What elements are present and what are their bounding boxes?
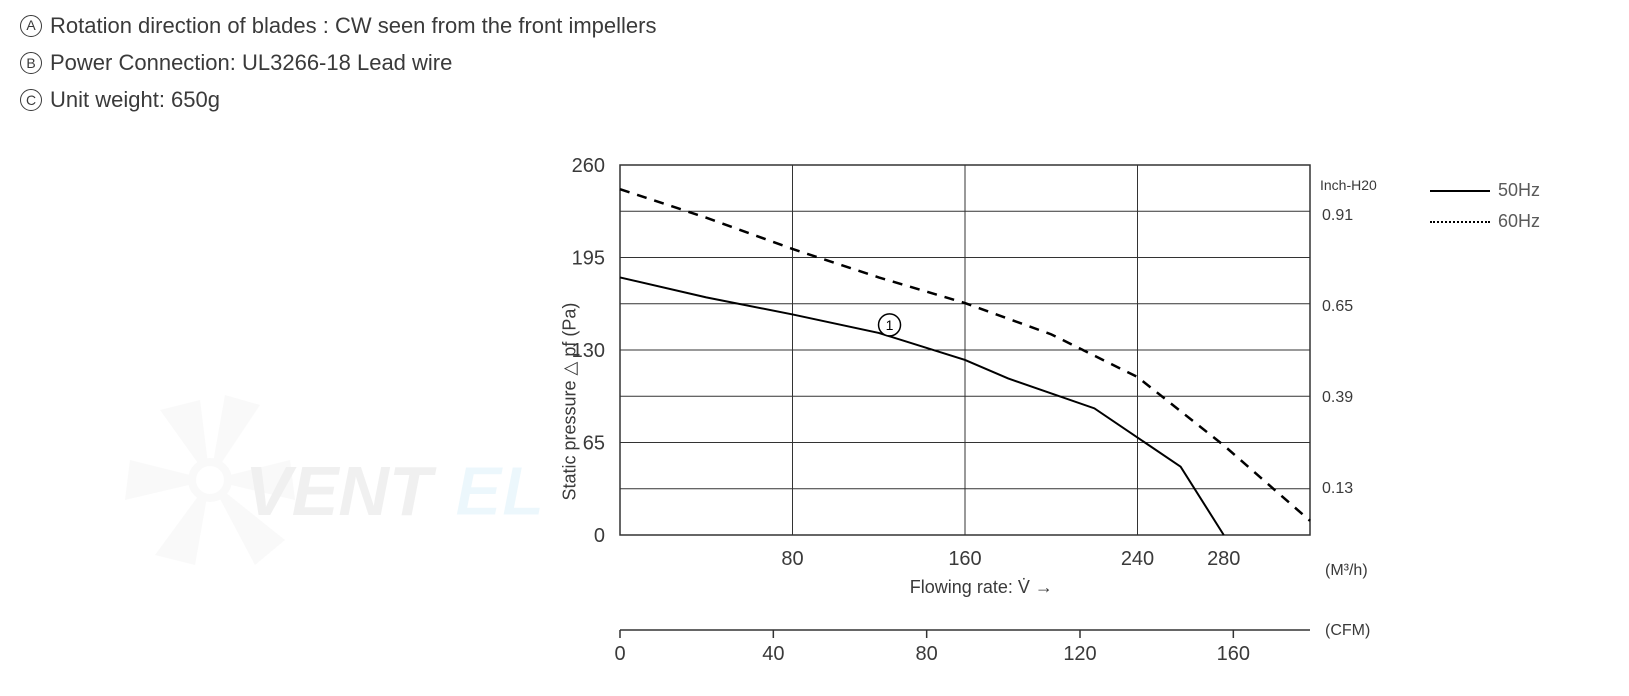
watermark: VENT EL bbox=[100, 370, 550, 590]
svg-text:280: 280 bbox=[1207, 548, 1240, 570]
svg-text:1: 1 bbox=[886, 317, 894, 333]
y-axis-label: Static pressure △ pf (Pa) bbox=[560, 221, 581, 501]
svg-text:0.39: 0.39 bbox=[1322, 389, 1353, 406]
legend: 50Hz 60Hz bbox=[1430, 180, 1540, 242]
spec-item-b: B Power Connection: UL3266-18 Lead wire bbox=[20, 45, 657, 80]
svg-text:Inch-H20: Inch-H20 bbox=[1320, 177, 1377, 193]
svg-text:160: 160 bbox=[1217, 643, 1250, 665]
legend-50hz: 50Hz bbox=[1430, 180, 1540, 201]
svg-text:0.65: 0.65 bbox=[1322, 298, 1353, 315]
spec-b-text: Power Connection: UL3266-18 Lead wire bbox=[50, 45, 452, 80]
spec-item-c: C Unit weight: 650g bbox=[20, 82, 657, 117]
svg-text:Flowing rate: V̇ →: Flowing rate: V̇ → bbox=[910, 577, 1053, 597]
svg-text:0: 0 bbox=[594, 525, 605, 547]
legend-60hz: 60Hz bbox=[1430, 211, 1540, 232]
svg-text:240: 240 bbox=[1121, 548, 1154, 570]
svg-text:VENT: VENT bbox=[245, 452, 437, 530]
spec-item-a: A Rotation direction of blades : CW seen… bbox=[20, 8, 657, 43]
spec-list: A Rotation direction of blades : CW seen… bbox=[20, 8, 657, 120]
legend-60hz-label: 60Hz bbox=[1498, 211, 1540, 232]
svg-text:160: 160 bbox=[948, 548, 981, 570]
svg-text:0.13: 0.13 bbox=[1322, 480, 1353, 497]
svg-text:0: 0 bbox=[614, 643, 625, 665]
svg-text:(M³/h): (M³/h) bbox=[1325, 562, 1368, 579]
svg-text:120: 120 bbox=[1063, 643, 1096, 665]
chart: 06513019526080160240280Flowing rate: V̇ … bbox=[530, 155, 1430, 685]
legend-50hz-label: 50Hz bbox=[1498, 180, 1540, 201]
svg-text:80: 80 bbox=[781, 548, 803, 570]
pressure-flow-chart: 06513019526080160240280Flowing rate: V̇ … bbox=[530, 155, 1430, 685]
spec-a-text: Rotation direction of blades : CW seen f… bbox=[50, 8, 657, 43]
circled-b-icon: B bbox=[20, 52, 42, 74]
svg-text:260: 260 bbox=[572, 155, 605, 177]
svg-text:(CFM): (CFM) bbox=[1325, 622, 1370, 639]
svg-text:80: 80 bbox=[916, 643, 938, 665]
spec-c-text: Unit weight: 650g bbox=[50, 82, 220, 117]
svg-text:65: 65 bbox=[583, 433, 605, 455]
circled-a-icon: A bbox=[20, 15, 42, 37]
circled-c-icon: C bbox=[20, 89, 42, 111]
svg-text:40: 40 bbox=[762, 643, 784, 665]
legend-solid-line-icon bbox=[1430, 190, 1490, 192]
svg-text:0.91: 0.91 bbox=[1322, 207, 1353, 224]
legend-dotted-line-icon bbox=[1430, 221, 1490, 223]
